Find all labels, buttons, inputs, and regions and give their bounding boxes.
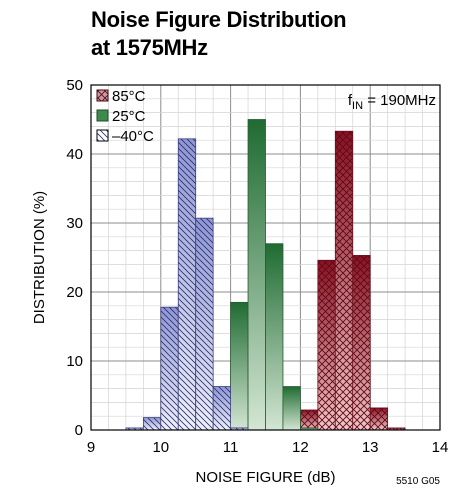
bar-fill — [265, 243, 283, 430]
bar-pattern — [352, 255, 371, 430]
bar-pattern — [370, 407, 388, 430]
bar-fill — [282, 386, 301, 430]
frequency-annotation: fIN = 190MHz — [348, 92, 436, 112]
x-tick-label: 11 — [223, 439, 239, 456]
bar-25c — [265, 243, 284, 431]
bar-minus40c — [142, 417, 162, 431]
bar-85c — [317, 259, 336, 431]
x-tick-label: 13 — [362, 439, 379, 456]
y-tick-label: 50 — [66, 77, 83, 94]
bar-85c — [352, 255, 371, 431]
bar-pattern — [195, 218, 214, 430]
bar-pattern — [335, 131, 353, 431]
bar-pattern — [143, 417, 161, 430]
bar-85c — [369, 407, 389, 431]
bar-minus40c — [177, 138, 197, 431]
bar-pattern — [178, 138, 196, 430]
y-tick-label: 20 — [66, 284, 83, 301]
legend-swatch-pattern — [97, 90, 108, 101]
bar-pattern — [300, 409, 318, 430]
bar-25c — [247, 119, 266, 431]
bar-pattern — [213, 386, 231, 430]
bar-85c — [334, 130, 354, 431]
bar-fill — [248, 119, 266, 430]
figure-id-note: 5510 G05 — [396, 476, 440, 487]
bar-fill — [230, 302, 249, 430]
legend-label: –40°C — [112, 128, 154, 145]
bar-pattern — [317, 260, 336, 430]
x-tick-label: 12 — [292, 439, 309, 456]
chart-title: Noise Figure Distribution at 1575MHz — [91, 6, 347, 62]
x-axis-label: NOISE FIGURE (dB) — [195, 469, 335, 486]
legend-label: 85°C — [112, 88, 146, 105]
legend-swatch — [96, 109, 109, 122]
y-tick-label: 10 — [66, 353, 83, 370]
y-tick-label: 40 — [66, 146, 83, 163]
chart-title-line-1: Noise Figure Distribution — [91, 7, 347, 32]
legend-swatch-pattern — [97, 130, 108, 141]
legend-entry: –40°C — [96, 128, 154, 145]
legend-entry: 25°C — [96, 108, 146, 125]
y-tick-label: 30 — [66, 215, 83, 232]
bar-85c — [299, 409, 319, 431]
y-axis-label: DISTRIBUTION (%) — [31, 191, 48, 324]
bar-pattern — [230, 427, 249, 430]
x-tick-label: 9 — [87, 439, 95, 456]
plot-frame — [90, 84, 441, 431]
bar-pattern — [160, 307, 179, 430]
bar-25c — [230, 301, 249, 431]
y-tick-label: 0 — [75, 422, 83, 439]
bar-pattern — [125, 427, 144, 430]
bar-minus40c — [195, 217, 214, 431]
chart-title-line-2: at 1575MHz — [91, 35, 208, 60]
legend-entry: 85°C — [96, 88, 146, 105]
bar-fill — [300, 427, 318, 430]
x-tick-label: 14 — [432, 439, 449, 456]
legend-label: 25°C — [112, 108, 146, 125]
bar-minus40c — [160, 306, 179, 431]
x-tick-label: 10 — [152, 439, 169, 456]
bar-minus40c — [212, 386, 231, 431]
bar-pattern — [387, 427, 406, 430]
bar-25c — [282, 386, 301, 431]
